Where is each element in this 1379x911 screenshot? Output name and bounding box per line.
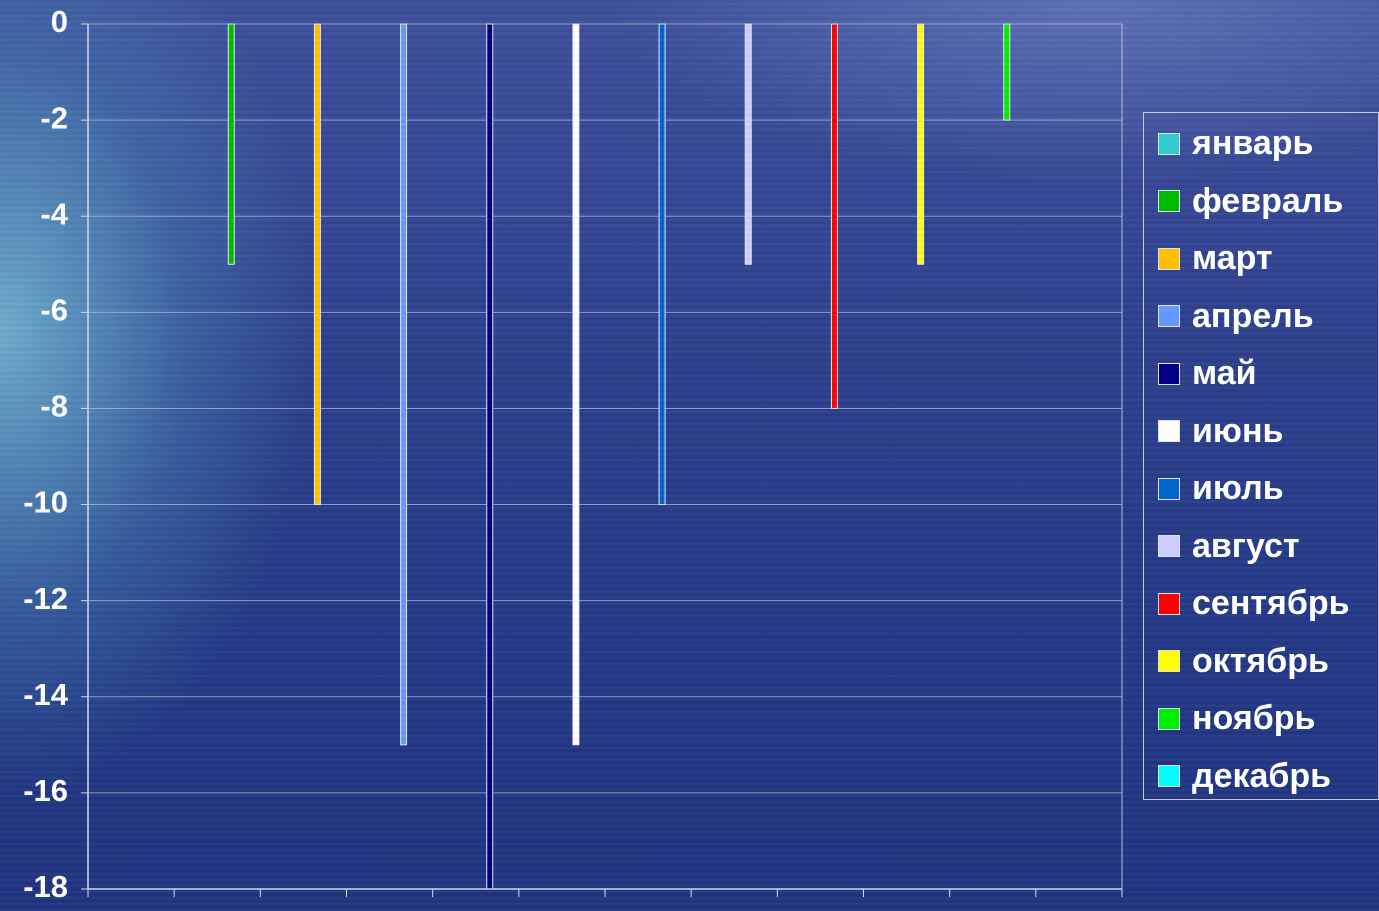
y-tick-label: -10	[23, 485, 68, 520]
legend-item: октябрь	[1144, 633, 1378, 691]
legend-item: апрель	[1144, 288, 1378, 346]
legend-label: февраль	[1192, 181, 1344, 220]
legend: январь февраль март апрель май июнь июль август…	[1143, 112, 1379, 800]
legend-item: март	[1144, 230, 1378, 288]
y-tick-label: -4	[40, 196, 68, 231]
legend-swatch	[1158, 132, 1180, 155]
y-tick-label: -18	[23, 869, 68, 904]
y-tick-label: -8	[40, 389, 68, 424]
bars	[227, 23, 1011, 890]
y-tick-label: -2	[40, 100, 68, 135]
legend-swatch	[1158, 592, 1180, 615]
bar-10	[917, 23, 925, 265]
legend-item: декабрь	[1144, 748, 1378, 806]
legend-item: ноябрь	[1144, 690, 1378, 748]
legend-swatch	[1158, 190, 1180, 213]
bar-7	[658, 23, 666, 506]
legend-swatch	[1158, 362, 1180, 385]
legend-swatch	[1158, 650, 1180, 673]
bar-9	[830, 23, 838, 409]
legend-label: июнь	[1192, 411, 1284, 450]
legend-label: апрель	[1192, 296, 1314, 335]
bar-8	[744, 23, 752, 265]
y-tick-label: -12	[23, 581, 68, 616]
y-tick-label: 0	[51, 4, 68, 39]
legend-swatch	[1158, 305, 1180, 328]
legend-swatch	[1158, 420, 1180, 443]
bar-5	[486, 23, 494, 890]
legend-label: март	[1192, 239, 1273, 278]
legend-item: июль	[1144, 460, 1378, 518]
legend-item: май	[1144, 345, 1378, 403]
bar-6	[572, 23, 580, 746]
legend-label: сентябрь	[1192, 584, 1350, 623]
legend-item: сентябрь	[1144, 575, 1378, 633]
legend-label: август	[1192, 526, 1300, 565]
axes	[81, 23, 1123, 897]
gridlines	[88, 23, 1122, 890]
legend-label: октябрь	[1192, 641, 1329, 680]
bar-4	[400, 23, 408, 746]
legend-swatch	[1158, 477, 1180, 500]
legend-label: ноябрь	[1192, 699, 1316, 738]
legend-label: июль	[1192, 469, 1284, 508]
legend-swatch	[1158, 707, 1180, 730]
legend-label: май	[1192, 354, 1257, 393]
y-tick-label: -6	[40, 293, 68, 328]
y-tick-label: -16	[23, 773, 68, 808]
legend-label: январь	[1192, 124, 1314, 163]
y-tick-label: -14	[23, 677, 69, 712]
legend-swatch	[1158, 535, 1180, 558]
legend-item: январь	[1144, 115, 1378, 173]
legend-label: декабрь	[1192, 756, 1332, 795]
legend-item: август	[1144, 518, 1378, 576]
bar-2	[227, 23, 235, 265]
legend-swatch	[1158, 765, 1180, 788]
legend-item: февраль	[1144, 173, 1378, 231]
bar-3	[313, 23, 321, 506]
legend-item: июнь	[1144, 403, 1378, 461]
y-axis-ticks: 0 -2 -4 -6 -8 -10 -12 -14 -16 -18	[23, 4, 69, 904]
bar-11	[1003, 23, 1011, 121]
legend-swatch	[1158, 247, 1180, 270]
